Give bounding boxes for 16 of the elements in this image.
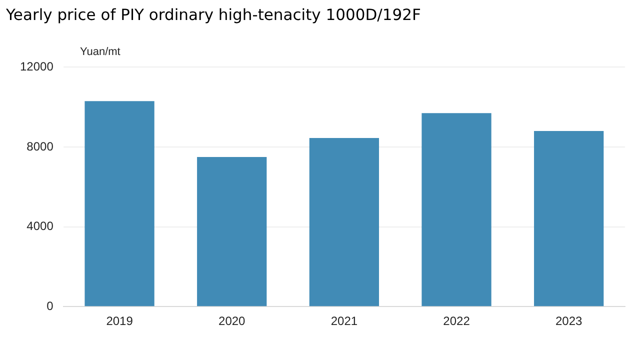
x-tick-label: 2022 xyxy=(443,314,470,328)
y-tick-label: 4000 xyxy=(26,219,54,234)
x-tick-label: 2020 xyxy=(218,314,246,328)
x-tick-label: 2019 xyxy=(106,314,134,328)
y-tick-label: 12000 xyxy=(20,60,54,74)
y-tick-label: 8000 xyxy=(26,139,54,154)
bar xyxy=(422,113,492,306)
x-tick-label: 2023 xyxy=(555,314,583,328)
bar xyxy=(197,156,267,306)
bar xyxy=(534,131,604,306)
bar xyxy=(309,138,380,306)
chart-title: Yearly price of PIY ordinary high-tenacity 1000D/192F xyxy=(6,6,421,24)
y-tick-label: 0 xyxy=(46,298,54,313)
y-axis-title: Yuan/mt xyxy=(80,46,120,58)
bar xyxy=(84,101,154,306)
x-tick-label: 2021 xyxy=(330,314,358,328)
